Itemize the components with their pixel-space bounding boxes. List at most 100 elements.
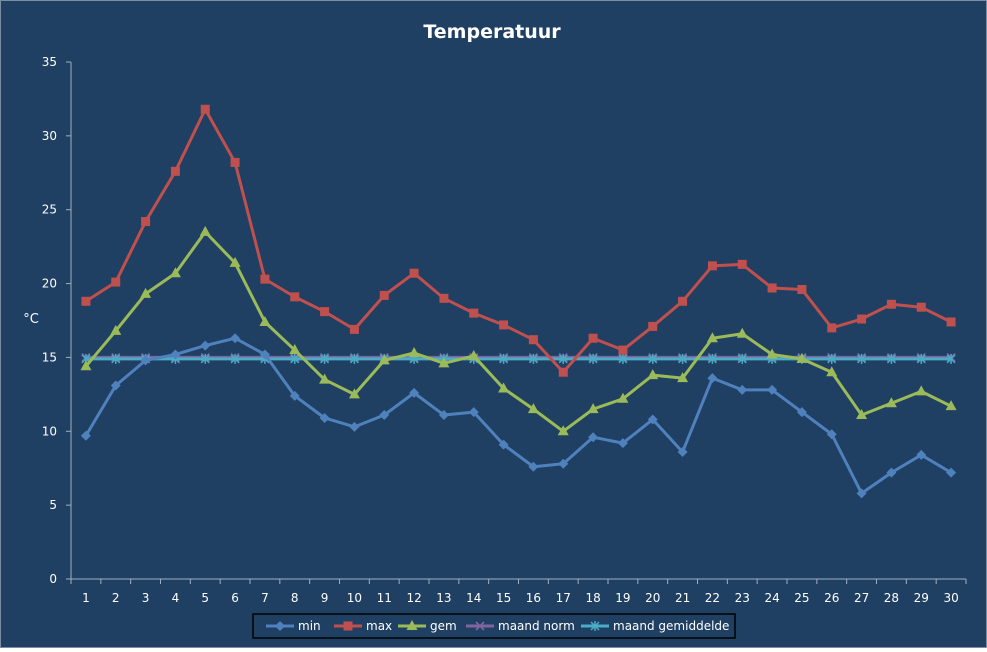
series-line-gem xyxy=(84,230,952,433)
data-point-gem xyxy=(289,344,301,355)
square-marker xyxy=(469,308,479,318)
data-point-maand-gemiddelde xyxy=(230,353,240,364)
series-layer xyxy=(80,104,957,499)
x-tick-label: 1 xyxy=(82,591,90,605)
x-tick-label: 19 xyxy=(615,591,630,605)
legend-label-maand-gemiddelde: maand gemiddelde xyxy=(613,619,729,633)
data-point-maand-gemiddelde xyxy=(678,353,688,364)
data-point-min xyxy=(707,373,718,384)
square-marker xyxy=(678,296,688,306)
legend: min max gem maand norm maand gemiddelde xyxy=(252,613,736,639)
triangle-marker xyxy=(140,287,152,298)
data-point-min xyxy=(349,421,360,432)
data-point-gem xyxy=(796,352,808,363)
square-marker xyxy=(409,268,419,278)
diamond-marker xyxy=(468,407,479,418)
y-tick-label: 35 xyxy=(42,55,57,69)
data-point-gem xyxy=(766,348,778,359)
triangle-marker xyxy=(856,409,868,420)
data-point-max xyxy=(737,259,747,269)
y-tick-label: 30 xyxy=(42,129,57,143)
data-point-min xyxy=(647,414,658,425)
x-tick-label: 16 xyxy=(526,591,541,605)
data-point-min xyxy=(80,430,91,441)
square-marker xyxy=(737,259,747,269)
data-point-min xyxy=(259,349,270,360)
square-marker xyxy=(648,321,658,331)
data-point-gem xyxy=(647,369,659,380)
data-point-max xyxy=(618,345,628,355)
square-marker xyxy=(767,283,777,293)
triangle-marker xyxy=(706,332,718,343)
data-point-min xyxy=(677,446,688,457)
series-line-min xyxy=(84,336,952,495)
x-tick-label: 26 xyxy=(824,591,839,605)
data-point-gem xyxy=(408,346,420,357)
diamond-marker xyxy=(319,412,330,423)
x-tick-label: 30 xyxy=(943,591,958,605)
triangle-marker xyxy=(438,357,450,368)
y-tick-label: 5 xyxy=(49,498,57,512)
legend-marker-maand-norm xyxy=(475,621,485,631)
data-point-gem xyxy=(199,225,211,236)
data-point-max xyxy=(200,104,210,114)
diamond-marker xyxy=(275,621,285,631)
triangle-marker xyxy=(110,324,122,335)
data-point-gem xyxy=(826,366,838,377)
diamond-marker xyxy=(796,407,807,418)
data-point-gem xyxy=(677,372,689,383)
x-tick-label: 6 xyxy=(231,591,239,605)
data-point-gem xyxy=(110,324,122,335)
y-tick-label: 15 xyxy=(42,350,57,364)
data-point-maand-gemiddelde xyxy=(946,353,956,364)
series-maand-gemiddelde xyxy=(81,353,956,364)
diamond-marker xyxy=(379,410,390,421)
x-tick-label: 24 xyxy=(764,591,779,605)
data-point-max xyxy=(678,296,688,306)
data-point-max xyxy=(707,261,717,271)
x-tick-label: 29 xyxy=(914,591,929,605)
diamond-marker xyxy=(110,380,121,391)
square-marker xyxy=(290,292,300,302)
data-point-min xyxy=(170,349,181,360)
legend-label-max: max xyxy=(366,619,392,633)
data-point-maand-gemiddelde xyxy=(290,353,300,364)
triangle-marker xyxy=(647,369,659,380)
x-tick-label: 22 xyxy=(705,591,720,605)
legend-entry-gem: gem xyxy=(398,619,457,633)
legend-entry-max: max xyxy=(334,619,392,633)
legend-marker-maand-gemiddelde xyxy=(590,621,600,631)
diamond-marker xyxy=(707,373,718,384)
data-point-maand-gemiddelde xyxy=(349,353,359,364)
data-point-min xyxy=(856,488,867,499)
data-point-max xyxy=(260,274,270,284)
data-point-gem xyxy=(438,357,450,368)
diamond-marker xyxy=(230,333,241,344)
series-gem xyxy=(80,225,957,436)
data-point-min xyxy=(946,467,957,478)
square-marker xyxy=(343,621,353,631)
data-point-max xyxy=(767,283,777,293)
data-point-maand-gemiddelde xyxy=(707,353,717,364)
diamond-marker xyxy=(200,340,211,351)
square-marker xyxy=(827,323,837,333)
data-point-gem xyxy=(498,382,510,393)
data-point-gem xyxy=(557,425,569,436)
data-point-maand-gemiddelde xyxy=(857,353,867,364)
data-point-maand-gemiddelde xyxy=(916,353,926,364)
square-marker xyxy=(320,307,330,317)
x-tick-label: 8 xyxy=(291,591,299,605)
data-point-min xyxy=(617,438,628,449)
diamond-marker xyxy=(826,429,837,440)
triangle-marker xyxy=(229,256,241,267)
data-point-min xyxy=(886,467,897,478)
square-marker xyxy=(886,299,896,309)
legend-entry-maand-gemiddelde: maand gemiddelde xyxy=(581,619,729,633)
square-marker xyxy=(200,104,210,114)
series-line-max xyxy=(85,107,952,374)
data-point-min xyxy=(796,407,807,418)
data-point-min xyxy=(379,410,390,421)
data-point-min xyxy=(289,390,300,401)
triangle-marker xyxy=(468,349,480,360)
